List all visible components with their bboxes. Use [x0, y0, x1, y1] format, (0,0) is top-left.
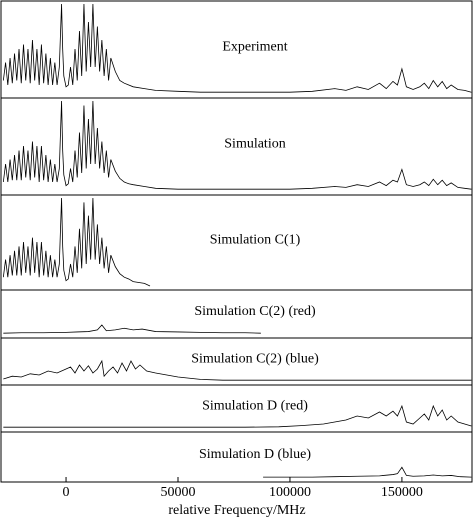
- panel-frame: [0, 431, 473, 483]
- spectrum-line: [2, 197, 151, 287]
- x-tick-label: 50000: [160, 485, 195, 500]
- x-tick-label: 100000: [269, 485, 311, 500]
- spectrum-line: [2, 100, 472, 190]
- panel-title: Simulation C(1): [210, 233, 301, 248]
- panel-title: Experiment: [222, 40, 287, 55]
- spectrum-line: [2, 3, 472, 93]
- panel-title: Simulation C(2) (blue): [191, 352, 319, 367]
- spectrum-line: [3, 359, 472, 381]
- x-tick-label: 150000: [381, 485, 423, 500]
- panel-title: Simulation D (blue): [199, 447, 311, 462]
- panel-title: Simulation D (red): [202, 399, 308, 414]
- x-axis-label: relative Frequency/MHz: [168, 503, 305, 518]
- panel-title: Simulation: [224, 137, 285, 152]
- panel-title: Simulation C(2) (red): [194, 304, 316, 319]
- spectrum-line: [3, 324, 261, 334]
- x-tick-label: 0: [63, 485, 70, 500]
- spectrum-line: [3, 404, 472, 428]
- spectrum-line: [263, 466, 472, 478]
